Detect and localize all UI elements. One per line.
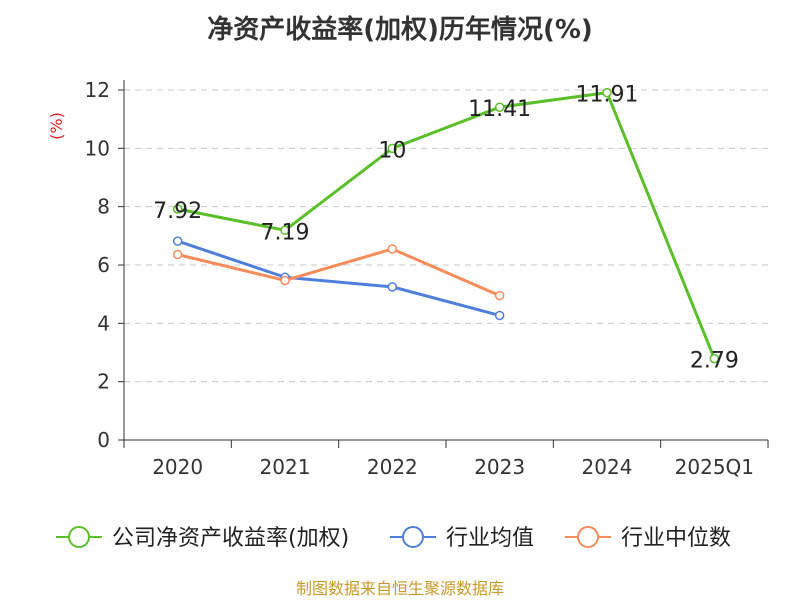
y-tick-label: 6 xyxy=(97,253,110,277)
grid-layer xyxy=(124,89,768,383)
legend: 公司净资产收益率(加权) 行业均值 行业中位数 xyxy=(56,526,731,551)
x-tick-label: 2024 xyxy=(582,455,633,479)
data-point xyxy=(172,249,183,260)
legend-label: 行业中位数 xyxy=(621,526,731,551)
legend-label: 行业均值 xyxy=(446,526,534,551)
series-layer xyxy=(172,87,720,364)
x-tick-label: 2021 xyxy=(260,455,311,479)
data-point xyxy=(387,282,398,292)
y-tick-label: 8 xyxy=(97,195,110,219)
y-tick-label: 0 xyxy=(97,428,110,452)
data-point xyxy=(172,236,183,246)
source-note: 制图数据来自恒生聚源数据库 xyxy=(296,579,504,598)
data-label: 7.19 xyxy=(261,220,310,245)
series-line xyxy=(177,239,501,317)
data-point xyxy=(602,87,612,98)
data-labels-layer: 7.92 7.19 10 11.41 11.91 2.79 xyxy=(153,83,739,374)
data-point xyxy=(709,353,720,364)
legend-label: 公司净资产收益率(加权) xyxy=(112,526,349,551)
y-tick-label: 10 xyxy=(85,136,110,160)
data-point xyxy=(172,204,183,214)
data-label: 10 xyxy=(378,138,406,163)
x-tick-label: 2020 xyxy=(152,455,203,479)
data-point xyxy=(494,290,505,301)
data-label: 11.91 xyxy=(576,83,639,108)
axis-layer: 0 2 4 6 8 10 12 2020 2021 2022 2023 2024 2025Q1 xyxy=(85,78,769,479)
data-point xyxy=(387,244,398,254)
series-line xyxy=(177,247,501,298)
x-tick-label: 2022 xyxy=(367,455,418,479)
legend-marker xyxy=(402,526,424,548)
data-label: 11.41 xyxy=(468,97,531,122)
data-point xyxy=(280,275,290,286)
data-point xyxy=(494,310,505,321)
y-tick-label: 2 xyxy=(97,370,110,394)
x-tick-label: 2025Q1 xyxy=(675,455,754,479)
y-axis-label: (%) xyxy=(47,112,66,140)
series-line xyxy=(177,91,716,360)
y-tick-label: 12 xyxy=(85,78,110,102)
data-point xyxy=(280,225,290,236)
data-point xyxy=(387,143,398,154)
y-tick-label: 4 xyxy=(97,311,110,335)
legend-marker xyxy=(577,526,599,548)
chart-title: 净资产收益率(加权)历年情况(%) xyxy=(207,14,593,45)
data-point xyxy=(494,102,505,112)
legend-marker xyxy=(68,526,90,548)
x-tick-label: 2023 xyxy=(474,455,525,479)
data-label: 2.79 xyxy=(690,349,739,374)
data-label: 7.92 xyxy=(153,199,202,224)
